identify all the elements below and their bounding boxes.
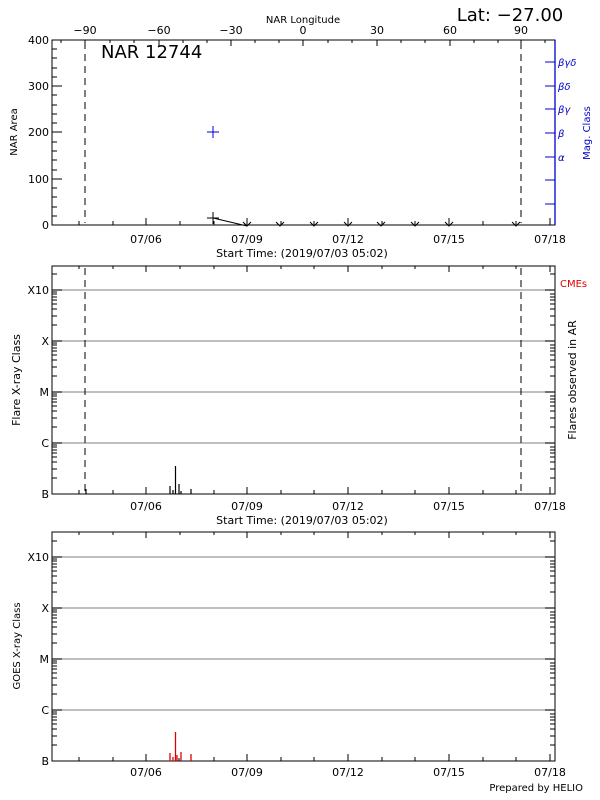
- flare-bars: [85, 466, 192, 494]
- top-x-label: Start Time: (2019/07/03 05:02): [216, 247, 388, 260]
- top-plot-frame: [51, 39, 556, 226]
- prepared-by: Prepared by HELIO: [489, 783, 583, 794]
- goes-tick-x10: X10: [27, 551, 49, 564]
- goes-tick-c: C: [41, 704, 49, 717]
- top-x-tick-0709: 07/09: [231, 233, 263, 246]
- top-panel: βγδ βδ βγ β α Mag. Class 0 100 200 300 4…: [9, 5, 593, 260]
- top-x-tick-0718: 07/18: [534, 233, 566, 246]
- bottom-grid: [52, 556, 555, 711]
- cme-legend: CMEs: [560, 279, 587, 290]
- flare-y-label: Flare X-ray Class: [10, 334, 23, 426]
- goes-tick-b: B: [41, 755, 49, 768]
- flare-tick-x: X: [41, 335, 49, 348]
- mag-tick-b: β: [557, 129, 565, 140]
- goes-tick-x: X: [41, 602, 49, 615]
- area-y-label: NAR Area: [9, 108, 20, 155]
- lon-axis-title: NAR Longitude: [266, 15, 340, 26]
- area-y-ticks: [52, 39, 62, 226]
- mag-class-ticks: [545, 61, 555, 205]
- mag-tick-bg: βγ: [557, 105, 571, 116]
- flare-tick-c: C: [41, 437, 49, 450]
- area-tick-200: 200: [28, 126, 49, 139]
- middle-y-ticks: [52, 273, 555, 479]
- bot-x-tick-0715: 07/15: [433, 766, 465, 779]
- middle-x-ticks: [78, 266, 551, 494]
- mid-x-tick-0718: 07/18: [534, 500, 566, 513]
- lon-tick-90: 90: [514, 24, 528, 37]
- mag-class-label: Mag. Class: [582, 106, 593, 160]
- middle-panel: B C M X X10 Flare X-ray Class Flares obs…: [10, 265, 587, 527]
- flares-observed-label: Flares observed in AR: [566, 320, 579, 440]
- lon-tick-m90: −90: [73, 24, 96, 37]
- area-series: [207, 212, 521, 227]
- lon-tick-0: 0: [300, 24, 307, 37]
- flare-tick-m: M: [40, 386, 50, 399]
- lon-tick-m60: −60: [147, 24, 170, 37]
- area-tick-400: 400: [28, 34, 49, 47]
- area-tick-0: 0: [42, 219, 49, 232]
- top-x-ticks: [78, 218, 551, 225]
- lon-tick-m30: −30: [219, 24, 242, 37]
- bottom-plot-frame: [51, 531, 556, 762]
- bot-x-tick-0712: 07/12: [332, 766, 364, 779]
- goes-tick-m: M: [40, 653, 50, 666]
- bot-x-tick-0706: 07/06: [130, 766, 162, 779]
- bot-x-tick-0718: 07/18: [534, 766, 566, 779]
- mid-x-tick-0709: 07/09: [231, 500, 263, 513]
- lon-tick-60: 60: [443, 24, 457, 37]
- region-title: NAR 12744: [101, 42, 202, 63]
- mid-x-label: Start Time: (2019/07/03 05:02): [216, 514, 388, 527]
- mid-x-tick-0706: 07/06: [130, 500, 162, 513]
- middle-grid: [52, 289, 555, 444]
- top-x-tick-0715: 07/15: [433, 233, 465, 246]
- goes-bars: [169, 732, 192, 761]
- bottom-x-ticks: [78, 532, 551, 761]
- flare-tick-x10: X10: [27, 284, 49, 297]
- goes-y-label: GOES X-ray Class: [12, 602, 23, 689]
- mag-tick-bgd: βγδ: [557, 58, 576, 69]
- bottom-y-ticks: [52, 540, 555, 746]
- top-x-tick-0706: 07/06: [130, 233, 162, 246]
- mag-class-marker: [207, 126, 219, 138]
- middle-plot-frame: [51, 265, 556, 495]
- area-tick-300: 300: [28, 80, 49, 93]
- area-tick-100: 100: [28, 173, 49, 186]
- top-x-tick-0712: 07/12: [332, 233, 364, 246]
- mag-tick-a: α: [558, 153, 565, 164]
- mag-tick-bd: βδ: [557, 82, 571, 93]
- flare-tick-b: B: [41, 488, 49, 501]
- lon-tick-30: 30: [370, 24, 384, 37]
- mid-x-tick-0715: 07/15: [433, 500, 465, 513]
- lat-label: Lat: −27.00: [457, 5, 564, 26]
- bottom-panel: B C M X X10 GOES X-ray Class 07/06 07/09…: [12, 531, 583, 794]
- mid-x-tick-0712: 07/12: [332, 500, 364, 513]
- bot-x-tick-0709: 07/09: [231, 766, 263, 779]
